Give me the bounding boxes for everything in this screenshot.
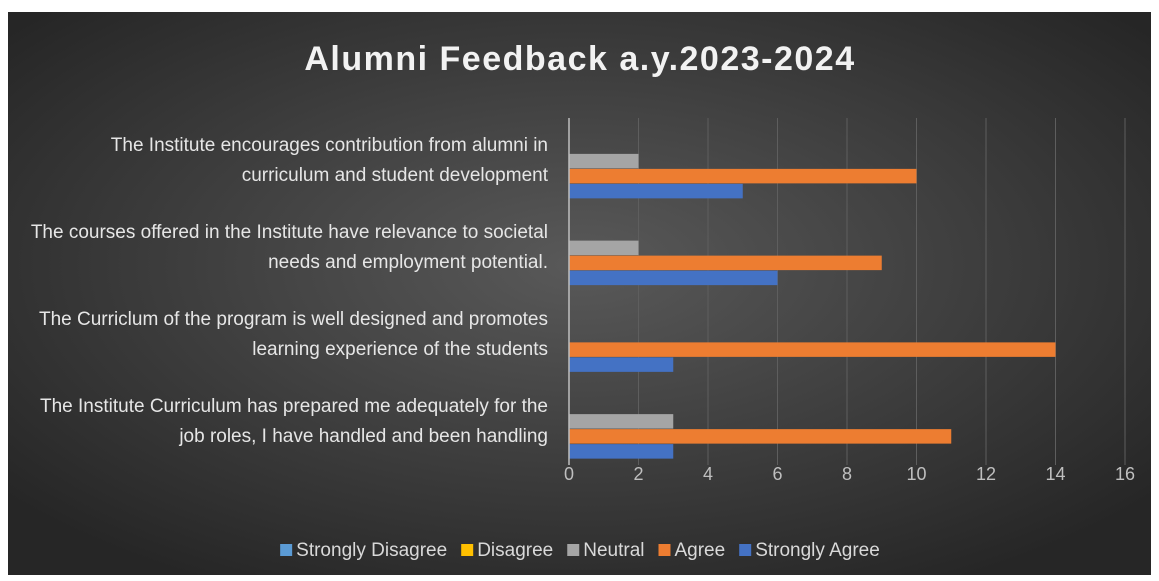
x-tick-label: 14: [1045, 464, 1065, 484]
x-tick-label: 0: [564, 464, 574, 484]
bar: [569, 444, 674, 459]
x-tick-label: 10: [906, 464, 926, 484]
legend-swatch: [280, 544, 293, 556]
legend-label: Strongly Disagree: [296, 540, 447, 561]
x-tick-label: 4: [703, 464, 713, 484]
bar: [569, 270, 778, 286]
chart-title: Alumni Feedback a.y.2023-2024: [304, 40, 855, 78]
bar: [569, 429, 952, 444]
x-tick-label: 8: [842, 464, 852, 484]
bar: [569, 153, 639, 169]
x-tick-label: 12: [976, 464, 996, 484]
bar: [569, 183, 743, 199]
bar: [569, 240, 639, 256]
x-tick-label: 6: [772, 464, 782, 484]
legend-swatch: [739, 544, 752, 556]
bar: [569, 357, 674, 372]
bar: [569, 168, 917, 184]
legend-label: Agree: [674, 540, 725, 561]
bar: [569, 342, 1056, 357]
legend-label: Disagree: [477, 540, 553, 561]
category-label: The Curriclum of the program is well des…: [38, 308, 548, 360]
legend-label: Strongly Agree: [755, 540, 880, 561]
legend-swatch: [658, 544, 671, 556]
category-label: The courses offered in the Institute hav…: [30, 222, 548, 274]
bar: [569, 255, 882, 271]
legend-label: Neutral: [583, 540, 644, 561]
x-tick-label: 2: [633, 464, 643, 484]
chart-background: [8, 12, 1151, 575]
bar: [569, 414, 674, 429]
legend-swatch: [567, 544, 580, 556]
legend-swatch: [461, 544, 474, 556]
x-tick-label: 16: [1115, 464, 1135, 484]
category-label: The Institute encourages contribution fr…: [110, 135, 548, 187]
category-label: The Institute Curriculum has prepared me…: [40, 395, 548, 447]
